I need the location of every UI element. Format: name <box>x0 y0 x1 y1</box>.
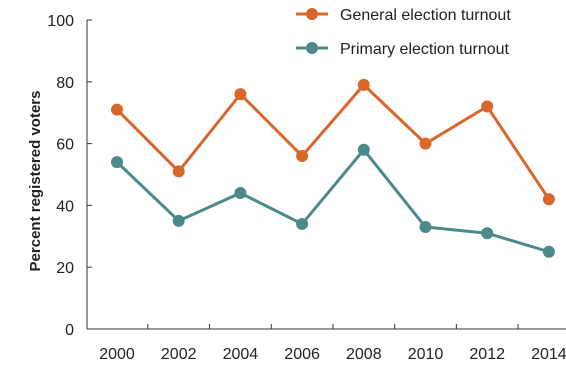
x-tick-label: 2010 <box>408 346 444 363</box>
x-tick-label: 2012 <box>469 346 505 363</box>
x-tick-label: 2000 <box>99 346 135 363</box>
y-tick-label: 60 <box>56 137 74 154</box>
y-tick-label: 80 <box>56 75 74 92</box>
legend-label: Primary election turnout <box>340 41 510 58</box>
data-point <box>481 227 494 240</box>
data-point <box>296 217 309 230</box>
y-axis-title: Percent registered voters <box>27 91 44 272</box>
data-point <box>234 88 247 101</box>
data-point <box>419 221 432 234</box>
legend-swatch-marker <box>306 8 318 20</box>
legend-label: General election turnout <box>340 7 511 24</box>
x-axis: 2000 2002 2004 2006 2008 2010 2012 2014 <box>87 324 566 363</box>
series-general <box>111 78 555 206</box>
data-point <box>357 78 370 91</box>
data-point <box>481 100 494 113</box>
data-point <box>542 193 555 206</box>
data-point <box>172 214 185 227</box>
series-line <box>115 83 551 201</box>
x-tick-label: 2002 <box>161 346 197 363</box>
data-point <box>172 165 185 178</box>
data-point <box>542 245 555 258</box>
y-tick-label: 20 <box>56 260 74 277</box>
series-layer <box>111 78 555 258</box>
legend: General election turnout Primary election… <box>296 7 511 58</box>
y-tick-label: 0 <box>65 322 74 339</box>
y-tick-label: 40 <box>56 198 74 215</box>
data-point <box>296 149 309 162</box>
data-point <box>419 137 432 150</box>
x-tick-label: 2008 <box>346 346 382 363</box>
y-tick-label: 100 <box>47 13 74 30</box>
data-point <box>111 103 123 116</box>
data-point <box>111 156 123 169</box>
data-point <box>357 143 370 156</box>
series-primary <box>111 143 555 258</box>
x-tick-label: 2006 <box>284 346 320 363</box>
series-line <box>115 148 550 254</box>
y-axis: 0 20 40 60 80 100 <box>47 13 92 339</box>
x-tick-label: 2004 <box>223 346 259 363</box>
legend-item: General election turnout <box>296 7 511 24</box>
x-tick-label: 2014 <box>531 346 566 363</box>
legend-swatch-marker <box>306 42 318 54</box>
legend-item: Primary election turnout <box>296 41 510 58</box>
data-point <box>234 187 247 200</box>
